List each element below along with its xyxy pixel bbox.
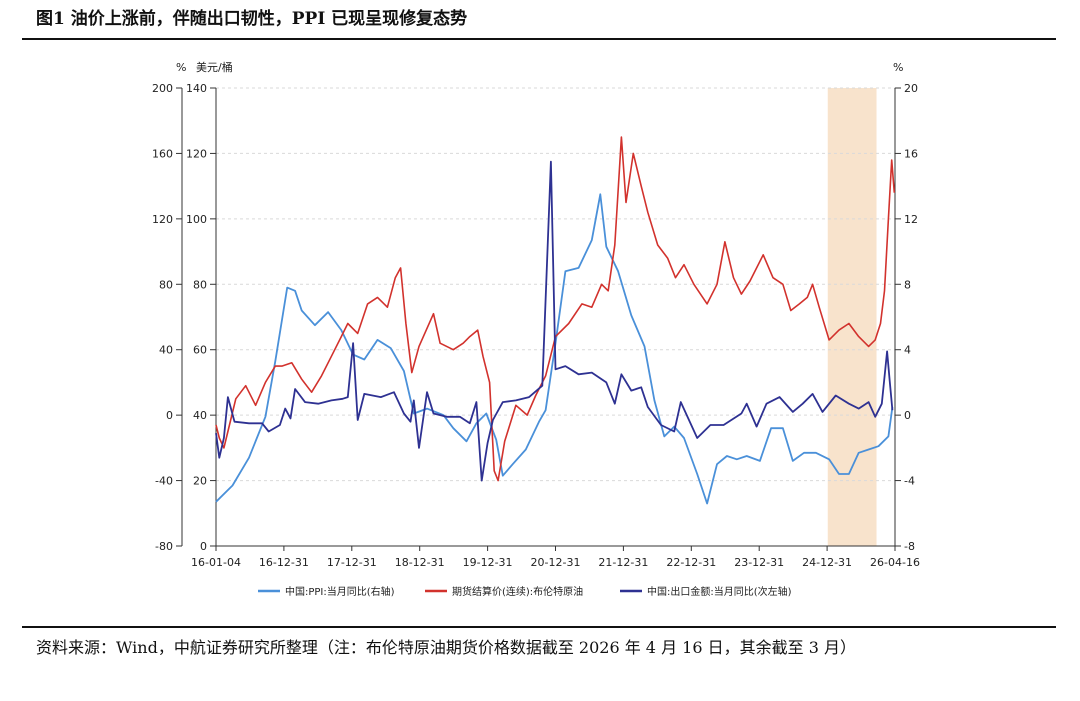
right-tick-label: 16 (904, 147, 918, 160)
inner-left-tick-label: 40 (193, 409, 207, 422)
outer-left-tick-label: 0 (166, 409, 173, 422)
x-tick-label: 17-12-31 (327, 556, 377, 569)
inner-left-tick-label: 120 (186, 147, 207, 160)
series-line-3 (215, 160, 894, 482)
outer-left-tick-label: 80 (159, 278, 173, 291)
x-tick-label: 21-12-31 (598, 556, 648, 569)
x-tick-label: 20-12-31 (531, 556, 581, 569)
series-line-2 (215, 136, 896, 482)
x-tick-label: 23-12-31 (734, 556, 784, 569)
right-tick-label: 0 (904, 409, 911, 422)
right-tick-label: 8 (904, 278, 911, 291)
inner-left-tick-label: 20 (193, 475, 207, 488)
inner-left-tick-label: 0 (200, 540, 207, 553)
right-tick-label: 12 (904, 213, 918, 226)
source-note: 资料来源：Wind，中航证券研究所整理（注：布伦特原油期货价格数据截至 2026… (36, 638, 856, 657)
x-tick-label: 22-12-31 (666, 556, 716, 569)
right-tick-label: 4 (904, 344, 911, 357)
inner-left-tick-label: 100 (186, 213, 207, 226)
right-tick-label: -4 (904, 475, 915, 488)
x-tick-label: 16-12-31 (259, 556, 309, 569)
legend-label: 期货结算价(连续):布伦特原油 (452, 585, 583, 598)
x-tick-label: 19-12-31 (463, 556, 513, 569)
inner-left-tick-label: 60 (193, 344, 207, 357)
figure-title: 图1 油价上涨前，伴随出口韧性，PPI 已现呈现修复态势 (36, 9, 468, 29)
outer-left-tick-label: -40 (155, 475, 173, 488)
right-tick-label: 20 (904, 82, 918, 95)
chart: 20016012080400-40-8014012010080604020020… (152, 60, 920, 598)
outer-left-tick-label: -80 (155, 540, 173, 553)
outer-left-unit-label: % (176, 61, 186, 74)
inner-left-unit-label: 美元/桶 (196, 60, 233, 74)
legend-label: 中国:PPI:当月同比(右轴) (285, 585, 395, 598)
x-tick-label: 24-12-31 (802, 556, 852, 569)
bottom-rule (22, 626, 1056, 628)
outer-left-tick-label: 120 (152, 213, 173, 226)
outer-left-tick-label: 160 (152, 147, 173, 160)
outer-left-tick-label: 200 (152, 82, 173, 95)
top-rule (22, 38, 1056, 40)
inner-left-tick-label: 80 (193, 278, 207, 291)
right-tick-label: -8 (904, 540, 915, 553)
x-tick-label: 26-04-16 (870, 556, 920, 569)
inner-left-tick-label: 140 (186, 82, 207, 95)
right-unit-label: % (893, 61, 903, 74)
shaded-region (827, 88, 877, 546)
x-tick-label: 16-01-04 (191, 556, 241, 569)
outer-left-tick-label: 40 (159, 344, 173, 357)
x-tick-label: 18-12-31 (395, 556, 445, 569)
legend-label: 中国:出口金额:当月同比(次左轴) (647, 585, 792, 598)
